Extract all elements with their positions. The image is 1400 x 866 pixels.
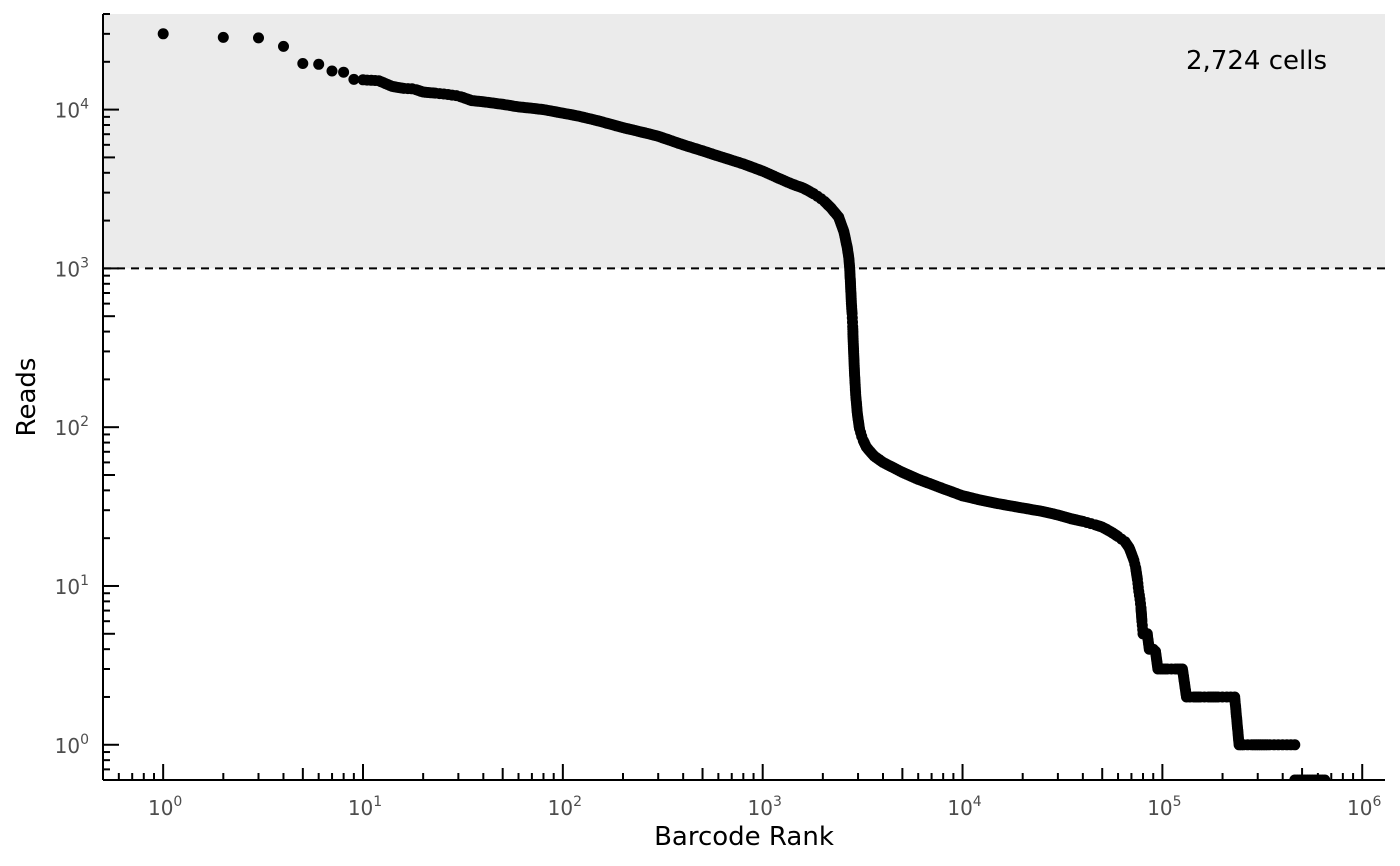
data-point xyxy=(217,31,229,43)
data-point xyxy=(348,73,360,85)
data-point xyxy=(1319,774,1331,780)
data-point xyxy=(313,58,325,70)
x-tick-label: 105 xyxy=(1147,794,1181,820)
x-tick-label: 103 xyxy=(748,794,782,820)
y-axis-title: Reads xyxy=(12,358,42,437)
data-point xyxy=(338,66,350,78)
plot-panel xyxy=(103,14,1385,270)
cell-count-annotation: 2,724 cells xyxy=(1186,46,1327,76)
cell-region-shade xyxy=(103,14,1385,269)
y-tick-label: 100 xyxy=(55,732,89,758)
y-tick-label: 102 xyxy=(55,414,89,440)
x-axis-title: Barcode Rank xyxy=(654,822,834,852)
x-tick-label: 102 xyxy=(548,794,582,820)
data-point xyxy=(297,58,309,69)
axes: 100 101 102 103 104 105 106 100 101 102 103 104 xyxy=(55,13,1385,820)
data-point xyxy=(278,40,289,52)
x-tick-label: 100 xyxy=(148,794,182,820)
data-points xyxy=(157,28,1331,780)
y-tick-label: 103 xyxy=(55,255,89,281)
data-point xyxy=(326,65,338,77)
data-point xyxy=(253,32,264,44)
y-tick-label: 101 xyxy=(55,573,89,599)
data-point xyxy=(157,28,169,40)
x-tick-label: 104 xyxy=(947,794,981,820)
y-tick-label: 104 xyxy=(55,97,89,123)
x-tick-label: 101 xyxy=(348,794,382,820)
data-point xyxy=(1289,739,1301,751)
x-tick-label: 106 xyxy=(1347,794,1381,820)
